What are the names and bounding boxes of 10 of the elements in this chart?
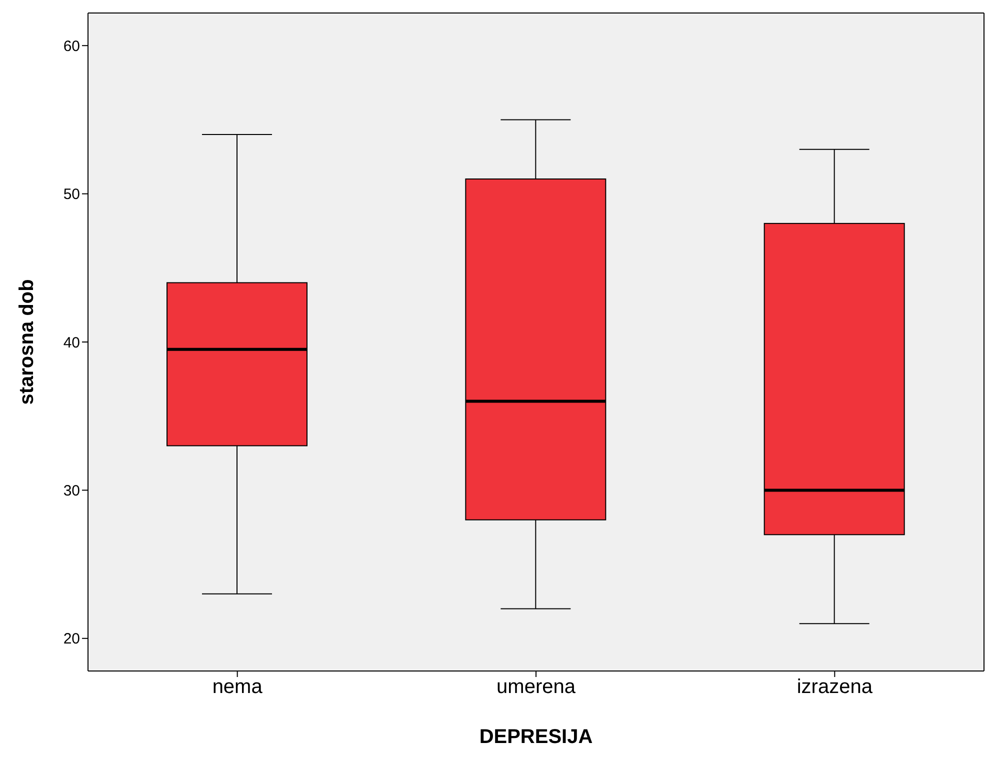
y-tick-label: 20	[63, 630, 80, 648]
y-tick-label: 60	[63, 38, 80, 55]
x-tick-label: umerena	[496, 676, 576, 698]
y-tick-label: 40	[63, 334, 80, 352]
y-tick-label: 50	[63, 186, 80, 204]
x-tick-label: izrazena	[796, 676, 874, 698]
y-tick-label: 30	[63, 482, 80, 500]
x-axis-title: DEPRESIJA	[479, 726, 593, 748]
x-tick-label: nema	[212, 676, 264, 698]
y-axis-title: starosna dob	[16, 279, 38, 405]
